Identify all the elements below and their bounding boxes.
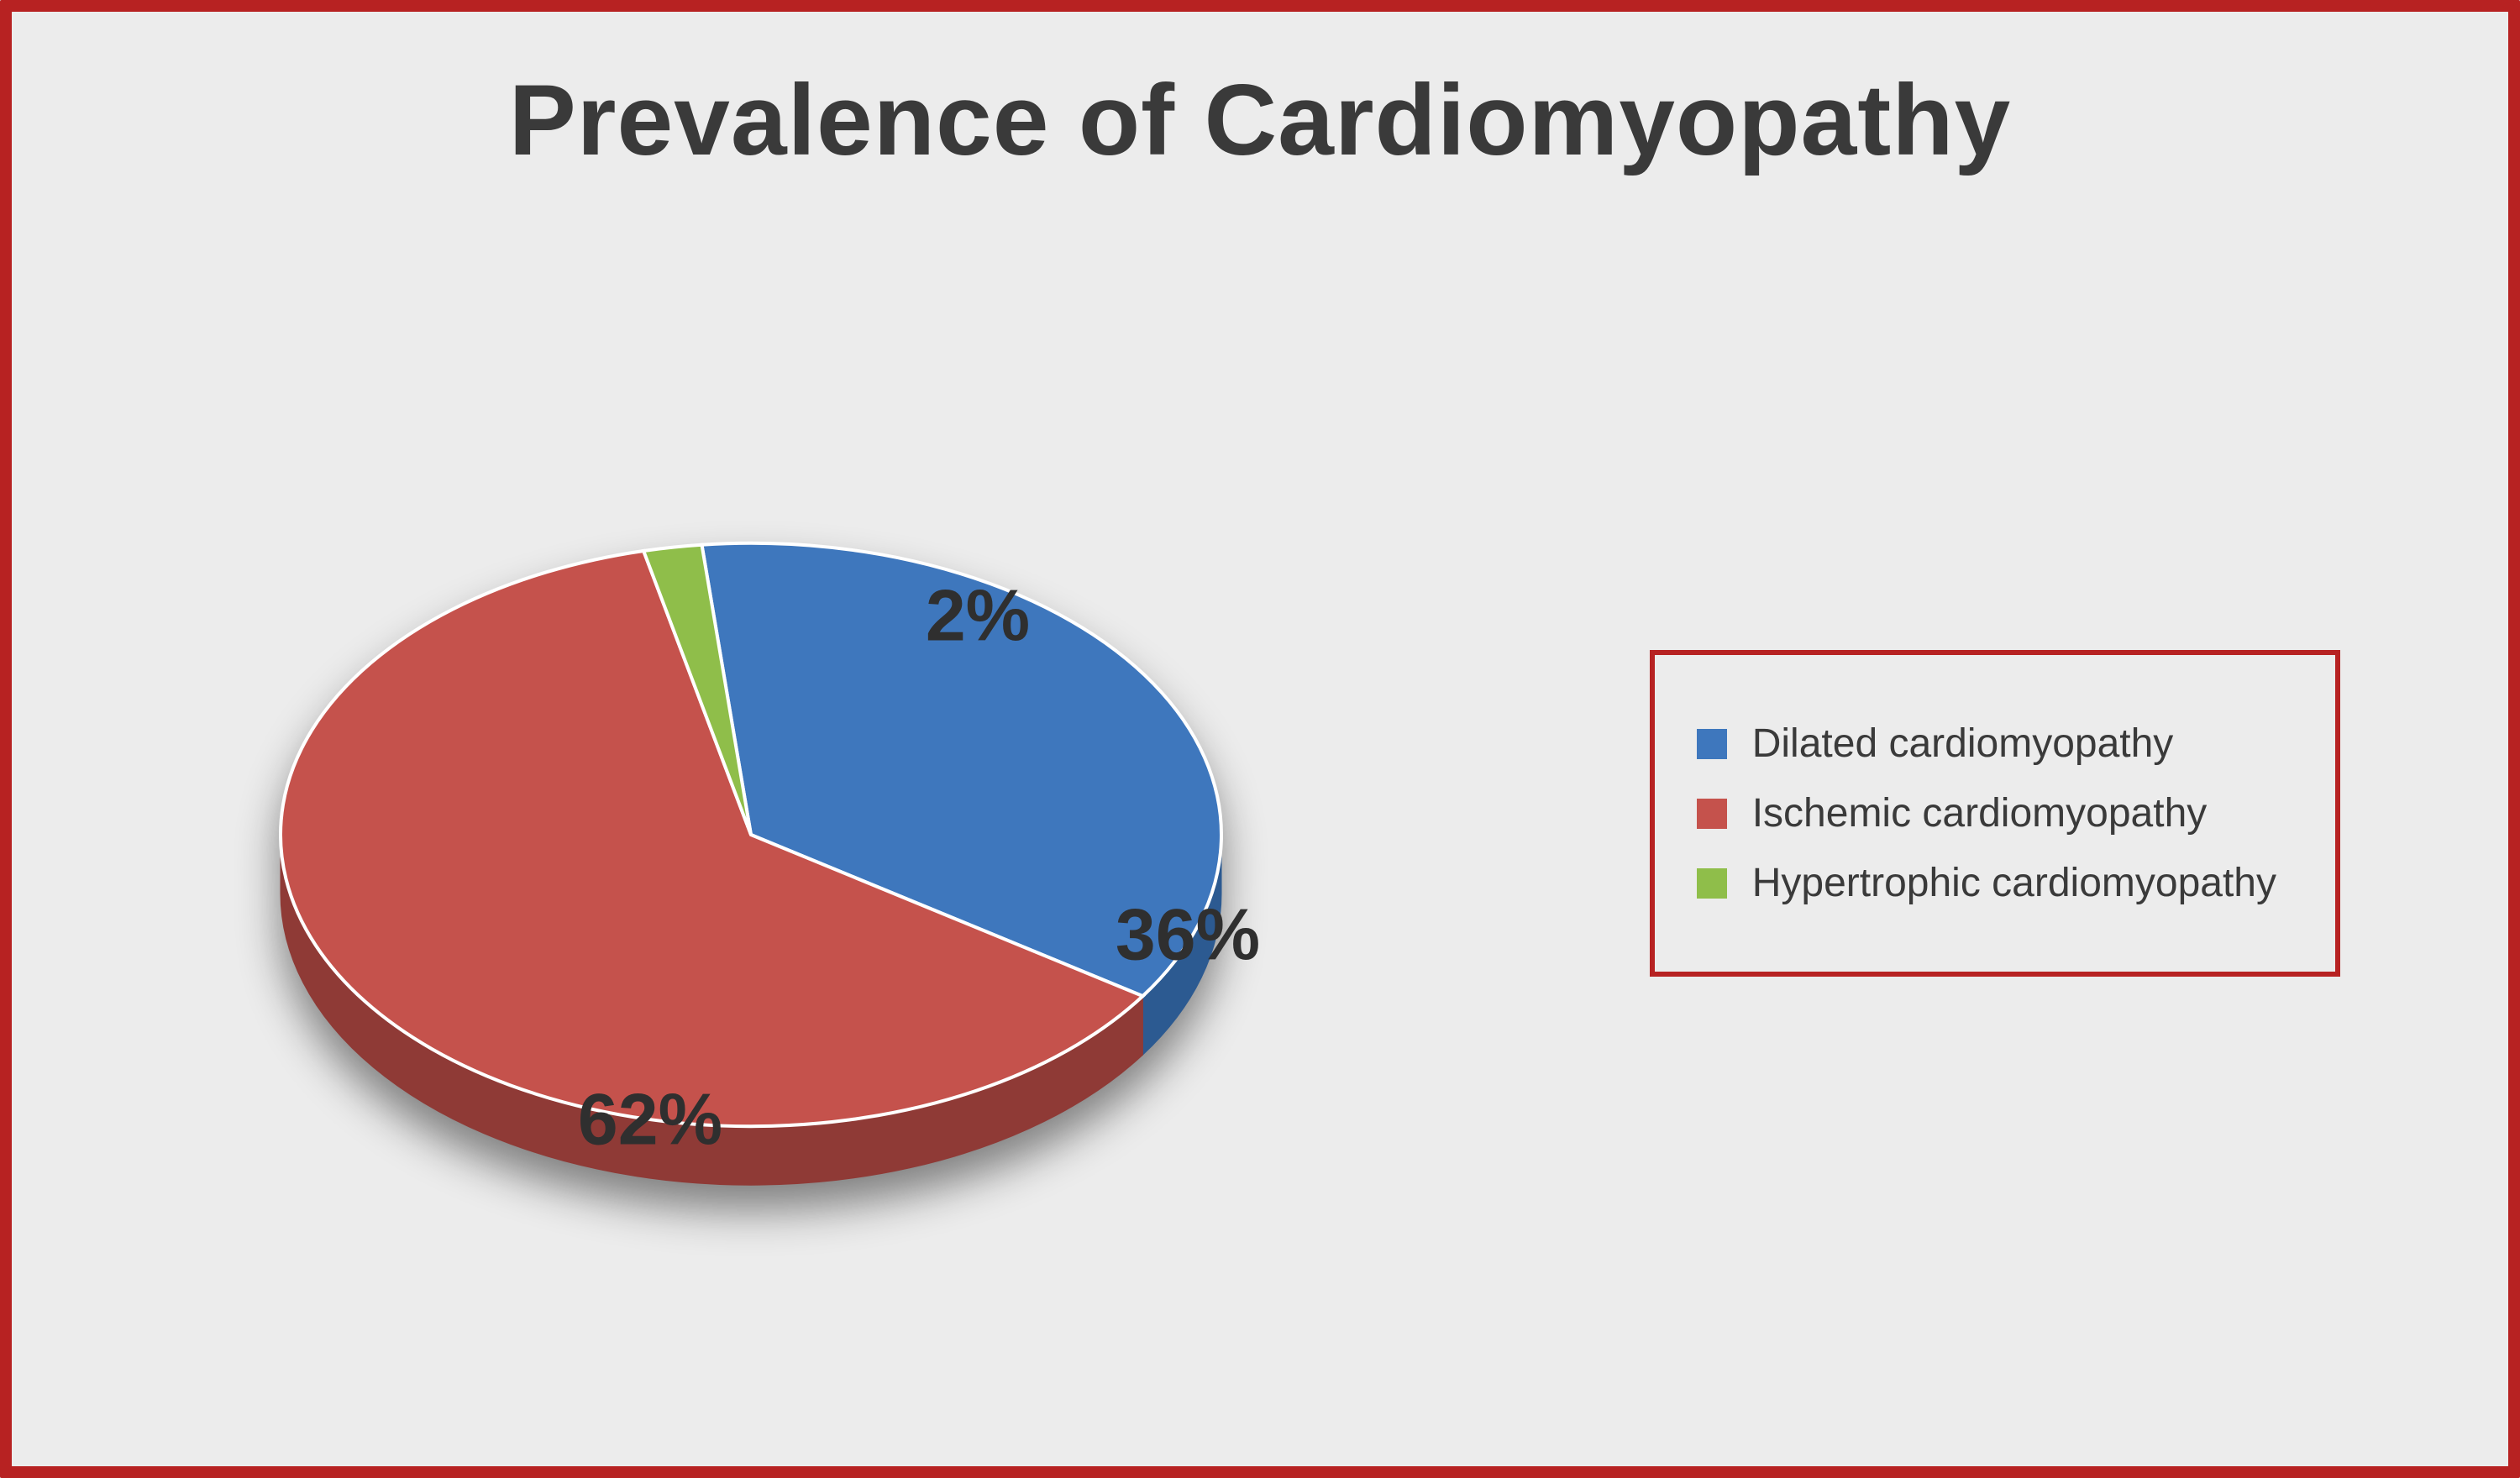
- legend-label: Hypertrophic cardiomyopathy: [1752, 860, 2276, 906]
- pie-label-hypertrophic: 2%: [926, 575, 1030, 658]
- legend-label: Ischemic cardiomyopathy: [1752, 790, 2208, 836]
- legend-item-dilated: Dilated cardiomyopathy: [1697, 721, 2276, 767]
- legend-swatch-dilated: [1697, 729, 1727, 759]
- legend: Dilated cardiomyopathy Ischemic cardiomy…: [1650, 650, 2340, 977]
- pie-label-ischemic: 62%: [578, 1079, 722, 1162]
- legend-item-hypertrophic: Hypertrophic cardiomyopathy: [1697, 860, 2276, 906]
- chart-frame: Prevalence of Cardiomyopathy 36% 62% 2% Di…: [0, 0, 2520, 1478]
- pie-svg: [247, 331, 1255, 1339]
- chart-title: Prevalence of Cardiomyopathy: [12, 62, 2508, 178]
- pie-label-dilated: 36%: [1116, 894, 1260, 977]
- legend-swatch-hypertrophic: [1697, 868, 1727, 899]
- legend-item-ischemic: Ischemic cardiomyopathy: [1697, 790, 2276, 836]
- legend-swatch-ischemic: [1697, 799, 1727, 829]
- legend-label: Dilated cardiomyopathy: [1752, 721, 2174, 767]
- pie-chart: 36%62%2%: [247, 331, 1255, 1339]
